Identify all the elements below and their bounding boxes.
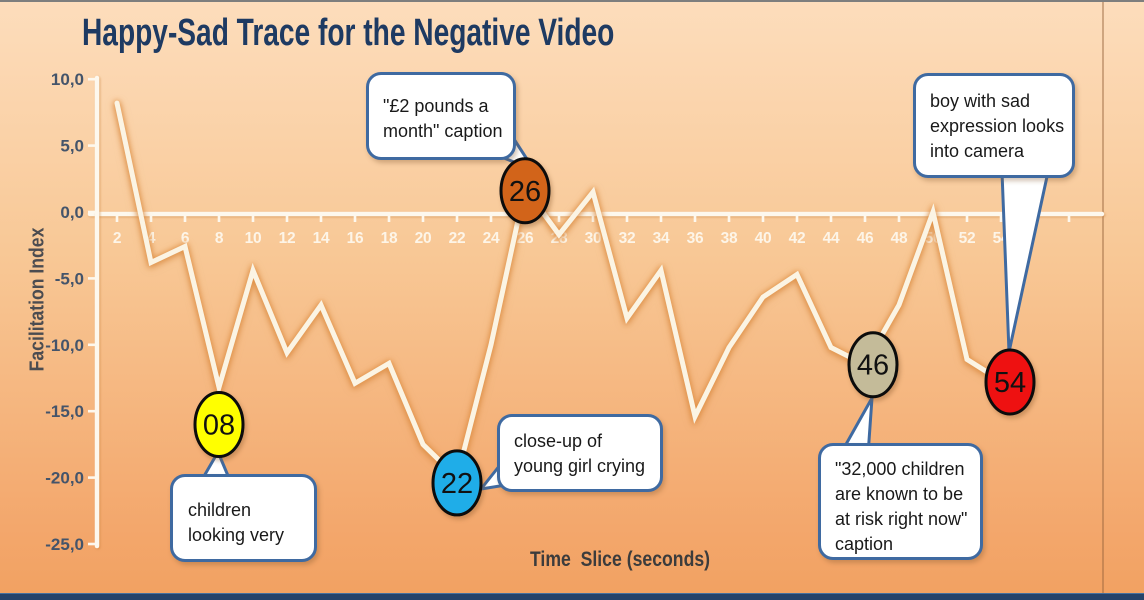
marker-ellipse-46 [847, 331, 899, 399]
x-tick-label: 8 [215, 230, 224, 247]
x-tick-label: 30 [585, 230, 602, 247]
x-tick-label: 26 [517, 230, 534, 247]
y-tick-label: -20,0 [45, 469, 84, 488]
marker-ellipse-54 [984, 348, 1036, 416]
x-tick-label: 24 [483, 230, 500, 247]
x-axis-tick-labels: 2 4 6 8 10 12 14 16 18 20 22 24 26 28 30 32 34 36 38 40 42 44… [113, 230, 1010, 247]
marker-label-08: 08 [203, 409, 235, 441]
x-tick-label: 20 [415, 230, 432, 247]
x-tick-label: 6 [181, 230, 190, 247]
y-tick-label: 5,0 [60, 137, 84, 156]
marker-ellipse-08 [193, 390, 245, 458]
callout-pointer-54 [1000, 170, 1050, 354]
x-tick-label: 48 [891, 230, 908, 247]
x-tick-label: 36 [687, 230, 704, 247]
x-tick-label: 10 [245, 230, 262, 247]
callout-sad-boy: boy with sad expression looks into camer… [913, 73, 1075, 178]
marker-label-22: 22 [441, 468, 473, 500]
marker-label-54: 54 [994, 367, 1026, 399]
callout-text: "£2 pounds a month" caption [383, 96, 503, 141]
x-tick-label: 4 [147, 230, 156, 247]
slide-right-edge [1102, 2, 1104, 594]
callout-text: close-up of young girl crying [514, 431, 646, 476]
callout-children-at-risk: "32,000 children are known to be at risk… [818, 443, 983, 560]
callout-text: boy with sad expression looks into camer… [930, 91, 1065, 161]
x-tick-label: 46 [857, 230, 874, 247]
y-tick-label: -10,0 [45, 336, 84, 355]
y-tick-label: 10,0 [51, 70, 84, 89]
slide-top-edge [0, 0, 1144, 2]
x-tick-label: 16 [347, 230, 364, 247]
x-tick-label: 38 [721, 230, 738, 247]
y-axis-ticks [88, 77, 96, 546]
marker-ellipse-26 [499, 157, 551, 225]
marker-ellipse-22 [431, 449, 483, 517]
x-tick-label: 40 [755, 230, 772, 247]
marker-label-46: 46 [857, 350, 889, 382]
x-tick-label: 42 [789, 230, 806, 247]
x-tick-label: 12 [279, 230, 296, 247]
x-tick-label: 28 [551, 230, 568, 247]
x-tick-label: 2 [113, 230, 121, 247]
y-tick-label: -25,0 [45, 535, 84, 554]
callout-children-looking: children looking very [170, 474, 317, 562]
x-tick-label: 52 [959, 230, 976, 247]
x-tick-label: 22 [449, 230, 466, 247]
y-axis-tick-labels: 10,0 5,0 0,0 -5,0 -10,0 -15,0 -20,0 -25,0 [45, 70, 84, 554]
x-axis-title: Time Slice (seconds) [529, 548, 711, 571]
chart-title: Happy-Sad Trace for the Negative Video [82, 12, 615, 54]
x-tick-label: 34 [653, 230, 670, 247]
callout-text: children looking very [188, 500, 285, 545]
y-tick-label: -5,0 [55, 269, 84, 288]
time-markers: 08 22 26 46 54 [193, 157, 1036, 517]
x-tick-label: 14 [313, 230, 330, 247]
callout-girl-crying: close-up of young girl crying [497, 414, 663, 492]
marker-label-26: 26 [509, 176, 541, 208]
y-tick-label: -15,0 [45, 402, 84, 421]
x-tick-label: 18 [381, 230, 398, 247]
callout-pounds-caption: "£2 pounds a month" caption [366, 72, 516, 160]
x-tick-label: 44 [823, 230, 840, 247]
y-tick-label: 0,0 [60, 203, 84, 222]
x-tick-label: 32 [619, 230, 636, 247]
slide-bottom-edge [0, 593, 1144, 600]
callout-text: "32,000 children are known to be at risk… [835, 459, 968, 554]
